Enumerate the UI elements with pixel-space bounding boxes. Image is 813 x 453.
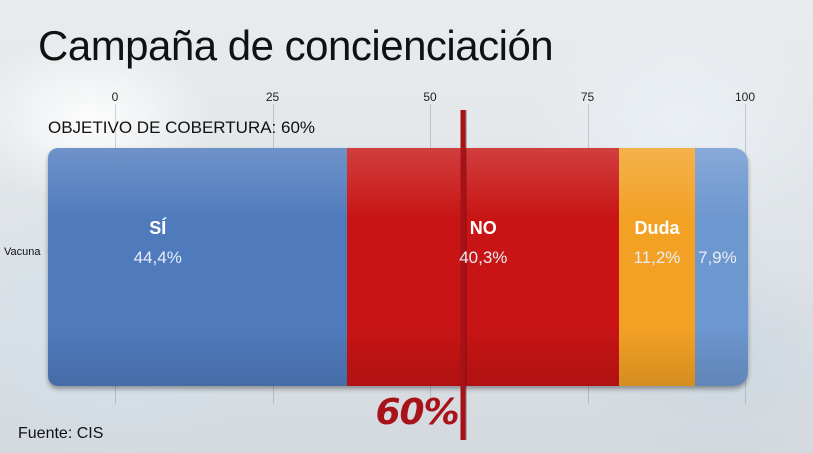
segment-value-label: 44,4% <box>133 248 182 267</box>
segment-name-label: SÍ <box>149 218 167 238</box>
chart-title: Campaña de concienciación <box>38 22 554 69</box>
x-tick-label: 50 <box>423 90 437 104</box>
segment-value-label: 7,9% <box>697 248 737 267</box>
category-label: Vacuna <box>4 246 41 258</box>
bar-segment-no <box>347 148 620 386</box>
target-marker-text: 60% <box>375 392 459 433</box>
x-tick-label: 0 <box>111 90 119 104</box>
segment-name-label: NO <box>469 218 497 238</box>
bar-segment-duda <box>619 148 696 386</box>
x-tick-label: 100 <box>734 90 756 104</box>
stacked-bar <box>48 148 748 386</box>
bar-segment-other <box>694 148 748 386</box>
x-tick-label: 75 <box>580 90 595 104</box>
segment-name-label: Duda <box>634 218 680 238</box>
target-line <box>460 110 466 440</box>
segment-value-label: 40,3% <box>459 248 508 267</box>
source-note: Fuente: CIS <box>18 425 104 442</box>
x-tick-label: 25 <box>265 90 280 104</box>
bar-segment-s <box>48 148 348 386</box>
target-label: OBJETIVO DE COBERTURA: 60% <box>48 118 316 137</box>
segment-value-label: 11,2% <box>633 248 681 267</box>
